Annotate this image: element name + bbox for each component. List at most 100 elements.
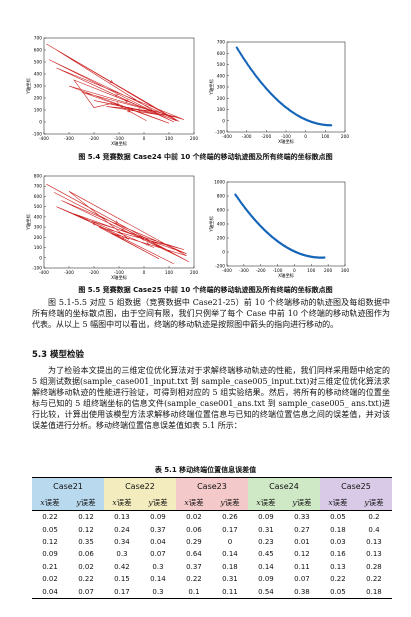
table-cell: 0.31 xyxy=(222,575,238,584)
table-cell: 0.22 xyxy=(42,513,58,522)
fig54-trajectory-line xyxy=(46,43,185,124)
section-heading: 5.3 模型检验 xyxy=(32,350,85,360)
table-cell: 0.09 xyxy=(258,575,274,584)
fig54-arrow xyxy=(114,94,119,98)
fig54-left-xtick-label: -200 xyxy=(89,136,99,142)
table-subheader-x-error: x误差 xyxy=(175,494,212,511)
table-cell: 0.4 xyxy=(368,525,380,534)
fig54-left-ytick-label: 700 xyxy=(34,36,42,42)
table-cell: 0.1 xyxy=(175,585,212,599)
table-cell: 0.05 xyxy=(330,513,346,522)
fig54-arrow xyxy=(127,109,131,113)
table-cell: 0.17 xyxy=(103,585,140,599)
table-cell: 0.3 xyxy=(152,562,164,571)
fig55-left-axes-box xyxy=(43,175,195,269)
table-subheader-x-error: x误差 xyxy=(247,494,284,511)
fig55-left-xtick-label: 100 xyxy=(165,270,173,276)
fig54-left-ytick-label: 300 xyxy=(34,84,42,90)
table-cell: 0.12 xyxy=(294,550,310,559)
table-cell: 0.07 xyxy=(150,550,166,559)
fig54-right-xtick-label: -100 xyxy=(281,134,291,140)
fig55-arrow xyxy=(120,228,125,232)
fig54-left-ytick-label: 400 xyxy=(34,72,42,78)
table-subheader-y-error: y误差 xyxy=(283,494,320,511)
fig55-arrow xyxy=(92,222,96,226)
table-cell: 0.05 xyxy=(42,525,58,534)
fig54-right-ytick-label: 700 xyxy=(217,40,225,46)
table-cell: 0.22 xyxy=(366,575,382,584)
table-cell: 0.16 xyxy=(330,550,346,559)
error-table: Case21 Case22 Case23 Case24 Case25 x误差 y误差 x误差… xyxy=(32,477,392,599)
table-row: 0.04 0.07 0.17 0.3 0.1 0.11 0.54 0.38 0.05 0.18 xyxy=(32,585,392,599)
fig55-right-ytick-label: -200 xyxy=(215,264,225,270)
fig54-scatter-point xyxy=(330,124,333,127)
fig54-left-ytick-label: -100 xyxy=(32,132,42,138)
fig55-left-ytick-label: 200 xyxy=(34,235,42,241)
fig54-right-xtick-label: 0 xyxy=(304,134,307,140)
table-cell: 0.06 xyxy=(186,525,202,534)
fig54-right-ytick-label: 400 xyxy=(217,73,225,79)
fig55-right-axes-box xyxy=(226,181,346,267)
fig54-left-xtick-label: -100 xyxy=(114,136,124,142)
table-cell: 0.22 xyxy=(78,575,94,584)
fig55-right-xtick-label: 100 xyxy=(307,268,315,274)
table-body: 0.22 0.12 0.13 0.09 0.02 0.26 0.09 0.33 0.05 0.2 0… xyxy=(32,511,392,599)
fig54-right-xtick-label: -400 xyxy=(222,134,232,140)
fig55-right-xtick-label: 0 xyxy=(293,268,296,274)
fig55-right-ytick-label: 0 xyxy=(222,250,225,256)
table-caption: 表 5.1 移动终端位置信息误差值 xyxy=(154,466,257,474)
fig55-right-ylabel: Y轴坐标 xyxy=(208,216,215,233)
fig55-right-ytick-label: 800 xyxy=(217,194,225,200)
table-cell: 0.15 xyxy=(114,575,130,584)
table-cell: 0.06 xyxy=(78,550,94,559)
table-row: 0.02 0.22 0.15 0.14 0.22 0.31 0.09 0.07 0.22 0.22 xyxy=(32,573,392,585)
table-cell: 0.04 xyxy=(150,537,166,546)
fig55-left-ytick-label: 300 xyxy=(34,225,42,231)
table-cell: 0.12 xyxy=(78,525,94,534)
fig54-left-ytick-label: 200 xyxy=(34,96,42,102)
fig54-right-xtick-label: -300 xyxy=(242,134,252,140)
fig55-left-ytick-label: 100 xyxy=(34,245,42,251)
fig55-left-ytick-label: 800 xyxy=(34,174,42,180)
fig55-left-xlabel: X轴坐标 xyxy=(111,274,128,281)
table-group-header: Case21 Case22 Case23 Case24 Case25 xyxy=(32,477,392,494)
table-cell: 0.09 xyxy=(258,513,274,522)
table-group-case23: Case23 xyxy=(175,477,248,494)
fig-5-4-caption: 图 5.4 竞赛数据 Case24 中前 10 个终端的移动轨迹图及所有终端的坐… xyxy=(78,153,333,161)
fig54-left-xtick-label: -400 xyxy=(39,136,49,142)
fig54-right-ytick-label: -100 xyxy=(215,130,225,136)
fig55-left-ylabel: Y轴坐标 xyxy=(25,214,32,231)
fig54-right-ytick-label: 200 xyxy=(217,96,225,102)
fig54-left-xtick-label: 100 xyxy=(165,136,173,142)
fig54-arrow xyxy=(124,99,129,103)
table-sub-header: x误差 y误差 x误差 y误差 x误差 y误差 x误差 y误差 x误差 y误差 xyxy=(32,494,392,511)
fig55-left-ytick-label: 400 xyxy=(34,214,42,220)
fig55-scatter-point xyxy=(323,256,326,259)
fig54-left-ytick-label: 600 xyxy=(34,48,42,54)
table-cell: 0.27 xyxy=(294,525,310,534)
fig54-arrow xyxy=(137,108,141,112)
table-cell: 0.31 xyxy=(258,525,274,534)
fig55-left-ytick-label: -100 xyxy=(32,266,42,272)
table-cell: 0.18 xyxy=(222,562,238,571)
table-cell: 0.07 xyxy=(67,585,104,599)
fig54-left-ylabel: Y轴坐标 xyxy=(25,78,32,95)
fig-5-4-scatter-plot: -400 -300 -200 -100 0 100 200 700 600 500 400 300 20… xyxy=(208,40,349,145)
table-cell: 0.3 xyxy=(139,585,176,599)
fig54-left-xtick-label: -300 xyxy=(64,136,74,142)
table-cell: 0.38 xyxy=(283,585,320,599)
fig54-arrow xyxy=(109,79,114,84)
fig-5-5-trajectory-plot: -400 -300 -200 -100 0 100 200 800 700 600 500 400 30… xyxy=(25,174,198,282)
fig54-right-ytick-label: 100 xyxy=(217,107,225,113)
table-cell: 0.12 xyxy=(42,537,58,546)
fig55-arrow xyxy=(114,220,119,224)
table-row: 0.12 0.35 0.34 0.04 0.29 0 0.23 0.01 0.03 0.13 xyxy=(32,536,392,548)
fig54-left-ytick-label: 500 xyxy=(34,60,42,66)
table-cell: 0.45 xyxy=(258,550,274,559)
fig54-left-ytick-label: 100 xyxy=(34,108,42,114)
table-cell: 0.05 xyxy=(319,585,356,599)
table-cell: 0.37 xyxy=(150,525,166,534)
fig55-right-xlabel: X轴坐标 xyxy=(278,272,295,279)
fig55-arrow xyxy=(140,237,145,241)
table-cell: 0.22 xyxy=(186,575,202,584)
